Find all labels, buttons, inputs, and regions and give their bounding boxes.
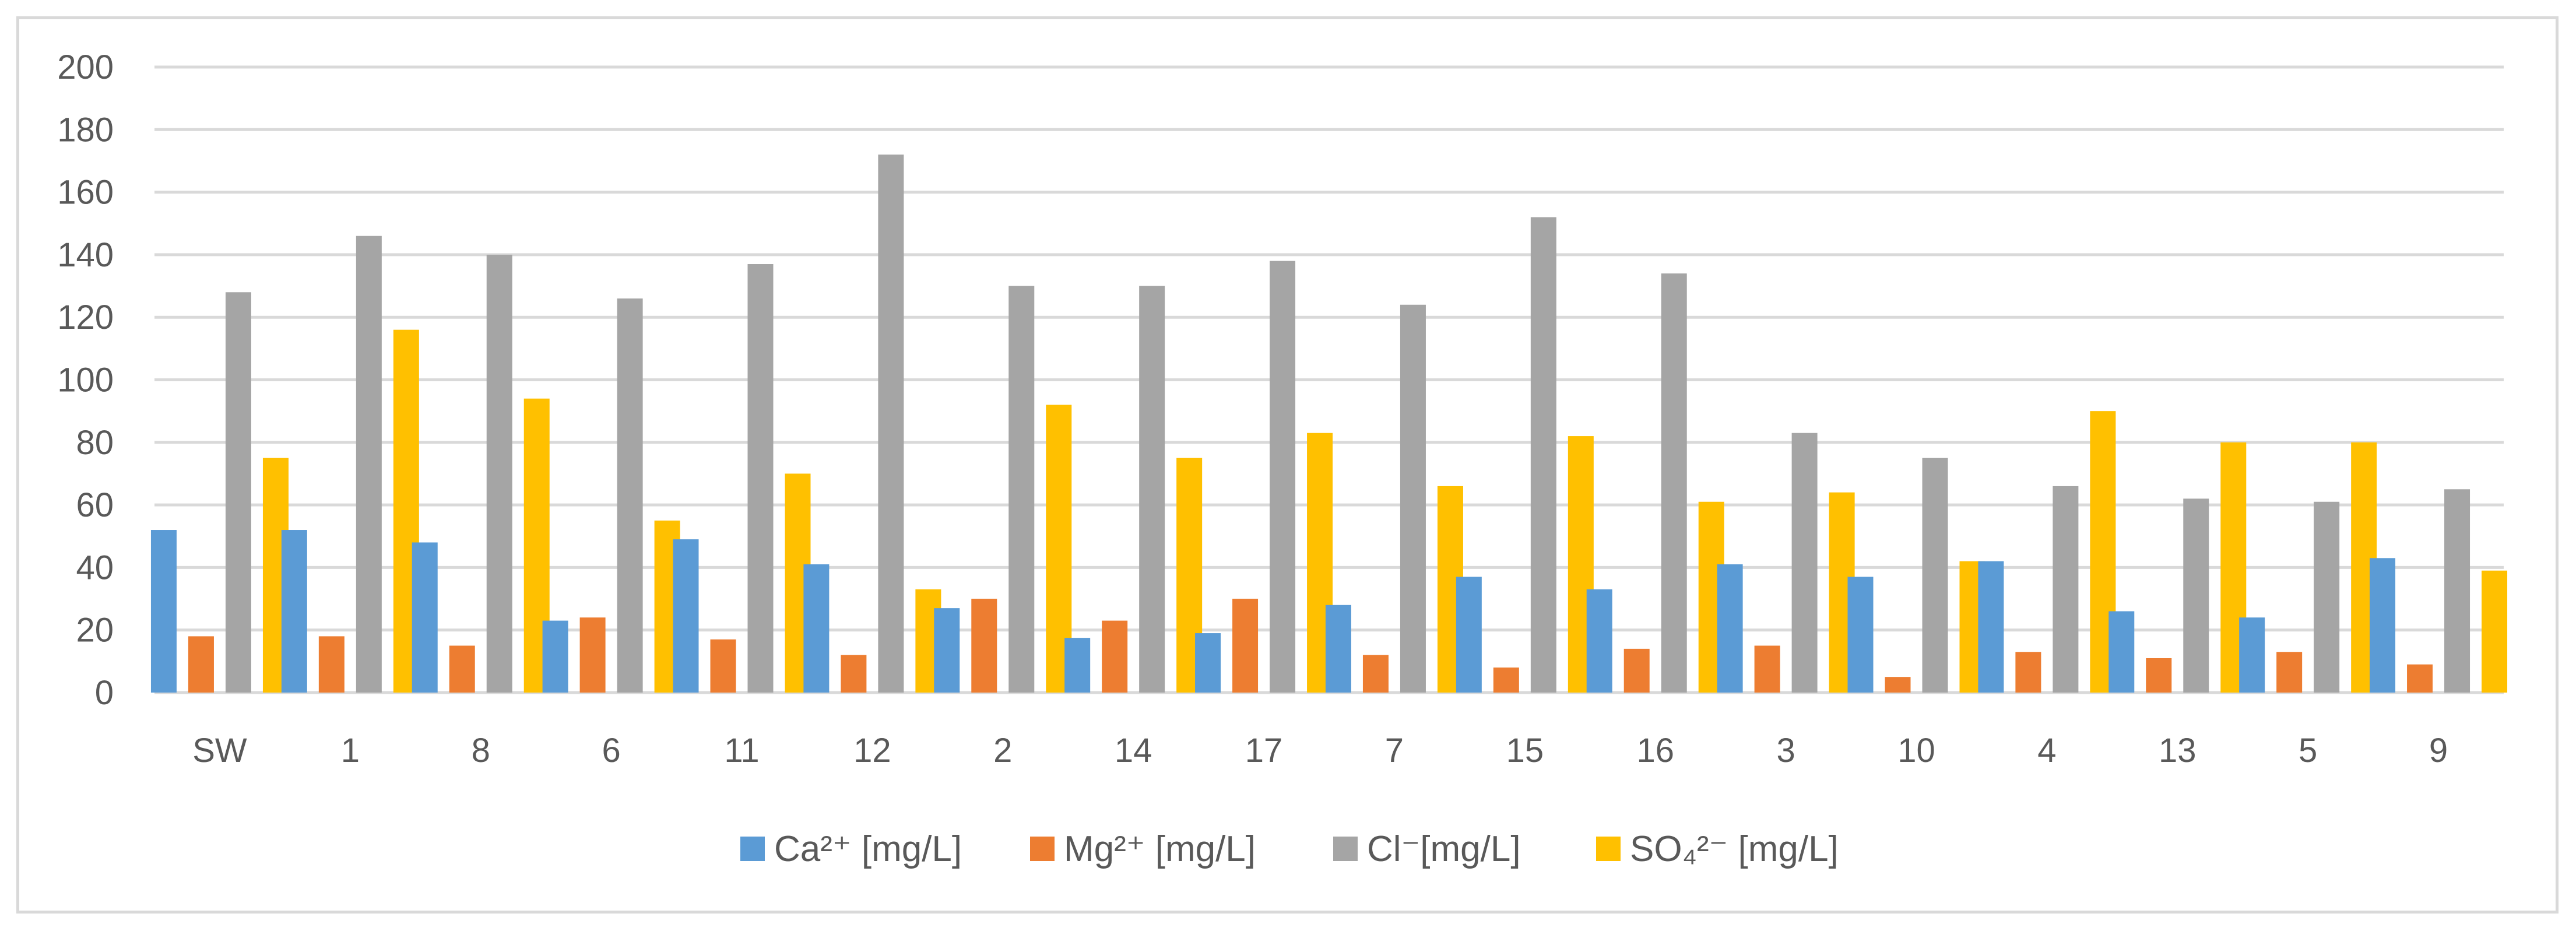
legend-swatch (740, 837, 765, 861)
bar-4-9 (2482, 570, 2508, 693)
bar-3-5 (2314, 501, 2340, 693)
bar-1-5 (2239, 617, 2265, 693)
x-tick-label: 13 (2159, 732, 2197, 770)
bar-2-6 (579, 617, 606, 693)
x-tick-label: 11 (724, 732, 759, 770)
bar-3-15 (1530, 217, 1556, 693)
bar-2-10 (1885, 677, 1911, 693)
x-tick-label: 15 (1506, 732, 1544, 770)
bar-3-10 (1922, 458, 1948, 693)
legend-label: SO₄²⁻ [mg/L] (1630, 829, 1839, 869)
x-tick-label: 10 (1897, 732, 1935, 770)
bar-3-9 (2444, 489, 2470, 693)
bar-2-8 (449, 645, 475, 693)
bar-1-9 (2370, 558, 2396, 693)
bar-3-SW (225, 292, 251, 693)
y-tick-label: 20 (76, 612, 114, 649)
bar-2-16 (1623, 648, 1650, 693)
bar-2-2 (971, 599, 997, 693)
bar-3-16 (1661, 273, 1687, 693)
bar-1-6 (542, 620, 568, 693)
y-axis-tick-labels: 0 20 40 60 80 100 120 140 160 180 200 (57, 48, 114, 712)
bar-2-9 (2407, 664, 2433, 693)
bar-2-5 (2276, 652, 2303, 693)
bar-1-13 (2108, 611, 2135, 693)
legend: Ca²⁺ [mg/L] Mg²⁺ [mg/L] Cl⁻[mg/L] SO₄²⁻ [mg… (740, 829, 1839, 869)
bar-3-4 (2053, 486, 2079, 693)
x-axis-tick-labels: SW 1 8 6 11 12 2 14 17 7 15 16 3 10 4 13 5 9 (192, 732, 2448, 770)
bar-1-16 (1586, 589, 1612, 693)
bar-2-17 (1232, 599, 1259, 693)
bar-1-7 (1325, 605, 1351, 693)
y-tick-label: 160 (57, 174, 114, 212)
bar-3-3 (1791, 433, 1818, 693)
bar-2-SW (188, 636, 214, 693)
bar-1-2 (934, 608, 960, 693)
bar-1-SW (150, 530, 177, 693)
bar-3-17 (1270, 261, 1296, 693)
x-tick-label: SW (192, 732, 247, 770)
x-tick-label: 5 (2299, 732, 2317, 770)
bar-2-1 (318, 636, 345, 693)
x-tick-label: 17 (1245, 732, 1283, 770)
bar-1-3 (1717, 564, 1743, 693)
bar-1-12 (803, 564, 830, 693)
bar-2-14 (1102, 620, 1128, 693)
bar-2-3 (1754, 645, 1780, 693)
legend-label: Mg²⁺ [mg/L] (1064, 829, 1256, 869)
bar-1-4 (1978, 561, 2004, 693)
bars (150, 154, 2508, 693)
y-tick-label: 200 (57, 48, 114, 86)
bar-1-17 (1195, 633, 1221, 693)
x-tick-label: 3 (1776, 732, 1795, 770)
bar-2-11 (710, 639, 736, 693)
bar-3-2 (1008, 286, 1035, 693)
x-tick-label: 16 (1636, 732, 1674, 770)
bar-1-11 (673, 539, 699, 693)
bar-2-12 (841, 655, 867, 693)
bar-3-11 (747, 264, 774, 693)
legend-swatch (1030, 837, 1055, 861)
legend-label: Ca²⁺ [mg/L] (774, 829, 962, 869)
x-tick-label: 4 (2037, 732, 2056, 770)
x-tick-label: 9 (2429, 732, 2448, 770)
y-tick-label: 0 (95, 674, 114, 712)
y-tick-label: 60 (76, 486, 114, 524)
x-tick-label: 2 (993, 732, 1012, 770)
y-tick-label: 40 (76, 549, 114, 586)
bar-3-7 (1400, 304, 1426, 693)
x-tick-label: 7 (1385, 732, 1404, 770)
bar-3-6 (617, 298, 643, 693)
bar-1-15 (1456, 577, 1482, 693)
legend-swatch (1333, 837, 1358, 861)
bar-2-15 (1493, 667, 1519, 693)
legend-swatch (1596, 837, 1621, 861)
y-tick-label: 140 (57, 236, 114, 274)
y-tick-label: 120 (57, 298, 114, 336)
y-tick-label: 180 (57, 111, 114, 149)
bar-3-13 (2183, 498, 2209, 693)
bar-3-8 (486, 254, 512, 693)
bar-2-7 (1362, 655, 1389, 693)
x-tick-label: 14 (1115, 732, 1152, 770)
bar-3-1 (356, 236, 382, 693)
x-tick-label: 12 (853, 732, 891, 770)
legend-label: Cl⁻[mg/L] (1367, 829, 1521, 869)
bar-2-4 (2015, 652, 2041, 693)
bar-1-1 (281, 530, 307, 693)
x-tick-label: 6 (602, 732, 620, 770)
x-tick-label: 1 (341, 732, 360, 770)
bar-1-10 (1847, 577, 1874, 693)
bar-3-12 (878, 154, 904, 693)
bar-2-13 (2146, 658, 2172, 693)
y-tick-label: 80 (76, 424, 114, 462)
y-tick-label: 100 (57, 361, 114, 399)
bar-1-8 (412, 542, 438, 693)
bar-1-14 (1064, 638, 1091, 693)
bar-3-14 (1139, 286, 1165, 693)
x-tick-label: 8 (472, 732, 490, 770)
